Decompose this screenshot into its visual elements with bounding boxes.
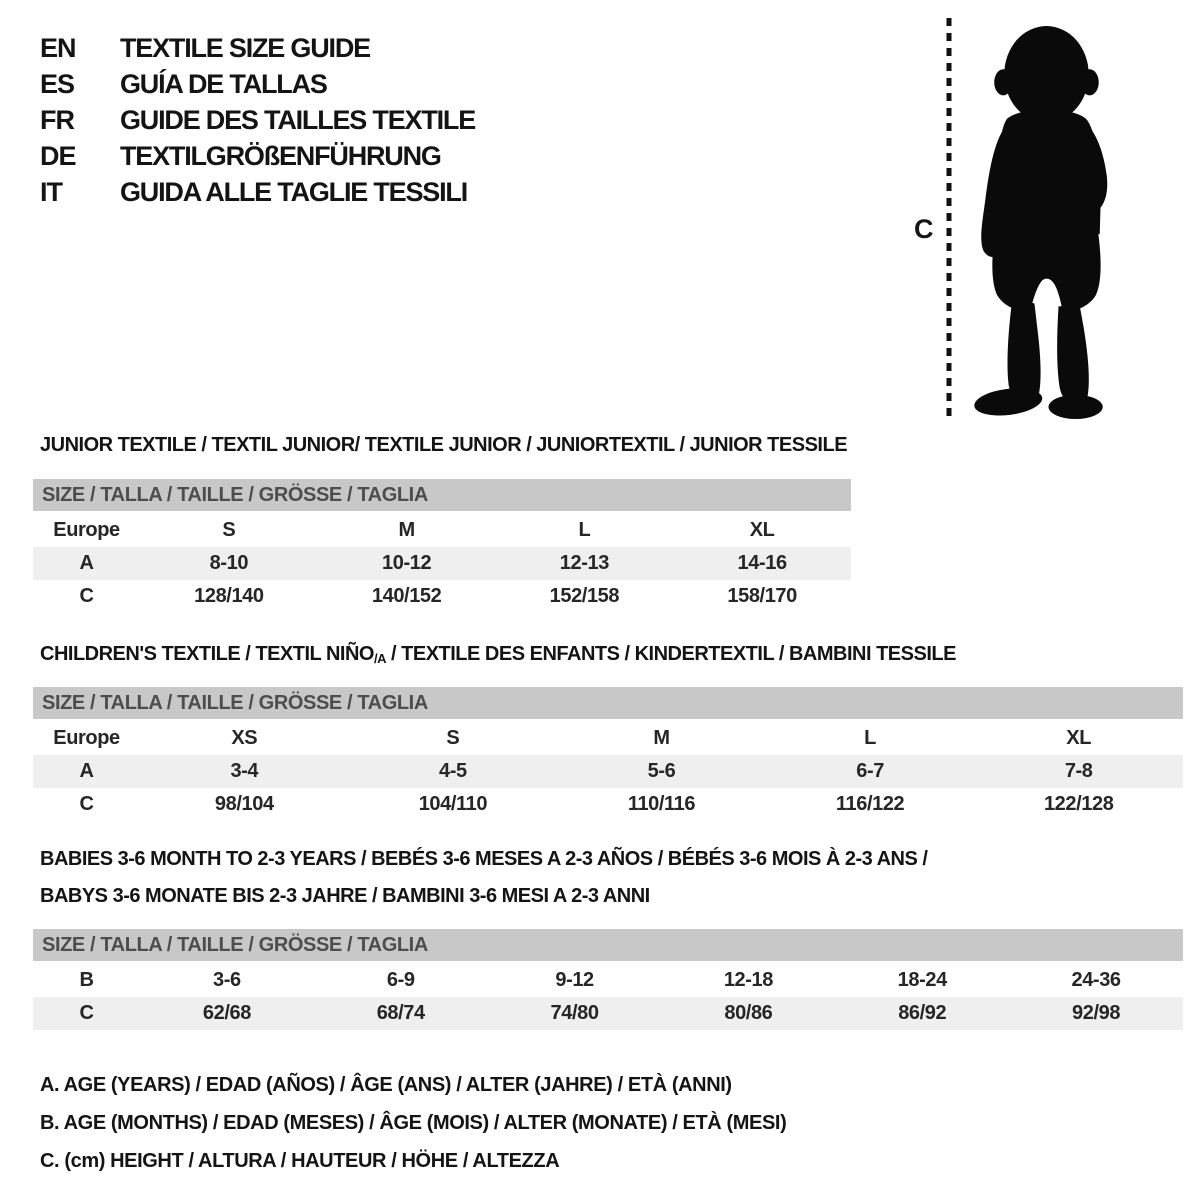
age-cell: 14-16 xyxy=(737,552,788,574)
height-cell: 122/128 xyxy=(1043,793,1114,815)
legend-height-cm: C. (cm) HEIGHT / ALTURA / HAUTEUR / HÖHE… xyxy=(40,1150,560,1172)
language-row-it: IT GUIDA ALLE TAGLIE TESSILI xyxy=(40,174,475,210)
junior-size-header: SIZE / TALLA / TAILLE / GRÖSSE / TAGLIA xyxy=(33,479,851,511)
age-cell: 5-6 xyxy=(647,760,676,782)
age-cell: 3-4 xyxy=(230,760,259,782)
language-code: FR xyxy=(40,104,75,135)
junior-size-table: SIZE / TALLA / TAILLE / GRÖSSE / TAGLIA … xyxy=(33,479,851,613)
months-cell: 24-36 xyxy=(1071,969,1121,991)
babies-row-height: C 62/68 68/74 74/80 80/86 86/92 92/98 xyxy=(33,997,1183,1030)
junior-section-title: JUNIOR TEXTILE / TEXTIL JUNIOR/ TEXTILE … xyxy=(40,434,848,456)
row-label: B xyxy=(79,969,94,991)
height-cell: 110/116 xyxy=(627,793,696,815)
size-cell: S xyxy=(446,727,460,749)
size-cell: XL xyxy=(1066,727,1092,749)
height-cell: 116/122 xyxy=(835,793,905,815)
age-cell: 7-8 xyxy=(1064,760,1093,782)
junior-row-age: A 8-10 10-12 12-13 14-16 xyxy=(33,547,851,580)
age-cell: 8-10 xyxy=(209,552,249,574)
height-cell: 158/170 xyxy=(727,585,797,607)
babies-size-table: SIZE / TALLA / TAILLE / GRÖSSE / TAGLIA … xyxy=(33,929,1183,1030)
height-measure-figure: C xyxy=(900,14,1160,424)
language-row-en: EN TEXTILE SIZE GUIDE xyxy=(40,30,475,66)
children-row-height: C 98/104 104/110 110/116 116/122 122/128 xyxy=(33,788,1183,821)
row-label: A xyxy=(79,552,94,574)
height-cell: 128/140 xyxy=(194,585,264,607)
children-title-sub: /A xyxy=(373,651,387,666)
row-label: C xyxy=(79,1002,94,1024)
months-cell: 3-6 xyxy=(213,969,241,991)
row-label: C xyxy=(79,585,94,607)
months-cell: 6-9 xyxy=(386,969,415,991)
age-cell: 4-5 xyxy=(439,760,467,782)
months-cell: 12-18 xyxy=(723,969,774,991)
children-section-title: CHILDREN'S TEXTILE / TEXTIL NIÑO/A / TEX… xyxy=(40,643,956,666)
children-size-table: SIZE / TALLA / TAILLE / GRÖSSE / TAGLIA … xyxy=(33,687,1183,821)
height-cell: 68/74 xyxy=(376,1002,425,1024)
height-cell: 62/68 xyxy=(202,1002,251,1024)
babies-section-title-line1: BABIES 3-6 MONTH TO 2-3 YEARS / BEBÉS 3-… xyxy=(40,848,928,870)
size-cell: XL xyxy=(749,519,775,541)
height-cell: 98/104 xyxy=(214,793,274,815)
language-title: GUIDE DES TAILLES TEXTILE xyxy=(120,104,476,135)
height-cell: 140/152 xyxy=(371,585,442,607)
row-label: Europe xyxy=(53,519,120,541)
height-cell: 74/80 xyxy=(550,1002,599,1024)
legend-age-years: A. AGE (YEARS) / EDAD (AÑOS) / ÂGE (ANS)… xyxy=(40,1074,732,1096)
size-cell: XS xyxy=(231,727,258,749)
months-cell: 9-12 xyxy=(555,969,594,991)
language-title: TEXTILE SIZE GUIDE xyxy=(120,32,371,63)
language-code: IT xyxy=(40,176,63,207)
language-row-es: ES GUÍA DE TALLAS xyxy=(40,66,475,102)
row-label: Europe xyxy=(53,727,120,749)
language-title: GUÍA DE TALLAS xyxy=(120,68,328,99)
language-row-fr: FR GUIDE DES TAILLES TEXTILE xyxy=(40,102,476,138)
height-cell: 86/92 xyxy=(898,1002,947,1024)
measure-label-c: C xyxy=(914,214,934,244)
children-row-europe: Europe XS S M L XL xyxy=(33,722,1183,755)
junior-row-height: C 128/140 140/152 152/158 158/170 xyxy=(33,580,851,613)
size-cell: M xyxy=(398,519,415,541)
language-title: GUIDA ALLE TAGLIE TESSILI xyxy=(120,176,468,207)
children-size-header: SIZE / TALLA / TAILLE / GRÖSSE / TAGLIA xyxy=(33,687,1183,719)
age-cell: 10-12 xyxy=(382,552,432,574)
babies-section-title-line2: BABYS 3-6 MONATE BIS 2-3 JAHRE / BAMBINI… xyxy=(40,885,650,907)
junior-row-europe: Europe S M L XL xyxy=(33,514,851,547)
language-code: EN xyxy=(40,32,77,63)
size-cell: L xyxy=(578,519,591,541)
babies-size-header: SIZE / TALLA / TAILLE / GRÖSSE / TAGLIA xyxy=(33,929,1183,961)
language-title: TEXTILGRÖßENFÜHRUNG xyxy=(120,140,442,171)
height-cell: 104/110 xyxy=(418,793,488,815)
children-row-age: A 3-4 4-5 5-6 6-7 7-8 xyxy=(33,755,1183,788)
height-cell: 80/86 xyxy=(724,1002,773,1024)
age-cell: 12-13 xyxy=(559,552,610,574)
language-row-de: DE TEXTILGRÖßENFÜHRUNG xyxy=(40,138,475,174)
months-cell: 18-24 xyxy=(897,969,948,991)
babies-row-months: B 3-6 6-9 9-12 12-18 18-24 24-36 xyxy=(33,964,1183,997)
legend-age-months: B. AGE (MONTHS) / EDAD (MESES) / ÂGE (MO… xyxy=(40,1112,787,1134)
size-cell: L xyxy=(864,727,876,749)
row-label: A xyxy=(79,760,94,782)
baby-silhouette-icon xyxy=(974,26,1108,419)
children-title-post: / TEXTILE DES ENFANTS / KINDERTEXTIL / B… xyxy=(385,643,956,665)
language-code: ES xyxy=(40,68,75,99)
measure-legend: A. AGE (YEARS) / EDAD (AÑOS) / ÂGE (ANS)… xyxy=(40,1066,787,1180)
row-label: C xyxy=(79,793,94,815)
height-cell: 92/98 xyxy=(1072,1002,1121,1024)
age-cell: 6-7 xyxy=(856,760,884,782)
children-title-pre: CHILDREN'S TEXTILE / TEXTIL NIÑO xyxy=(40,643,374,665)
size-cell: S xyxy=(222,519,236,541)
language-code: DE xyxy=(40,140,77,171)
measure-dashed-line xyxy=(946,18,952,416)
size-cell: M xyxy=(653,727,670,749)
language-title-list: EN TEXTILE SIZE GUIDE ES GUÍA DE TALLAS … xyxy=(40,30,476,210)
height-cell: 152/158 xyxy=(549,585,620,607)
